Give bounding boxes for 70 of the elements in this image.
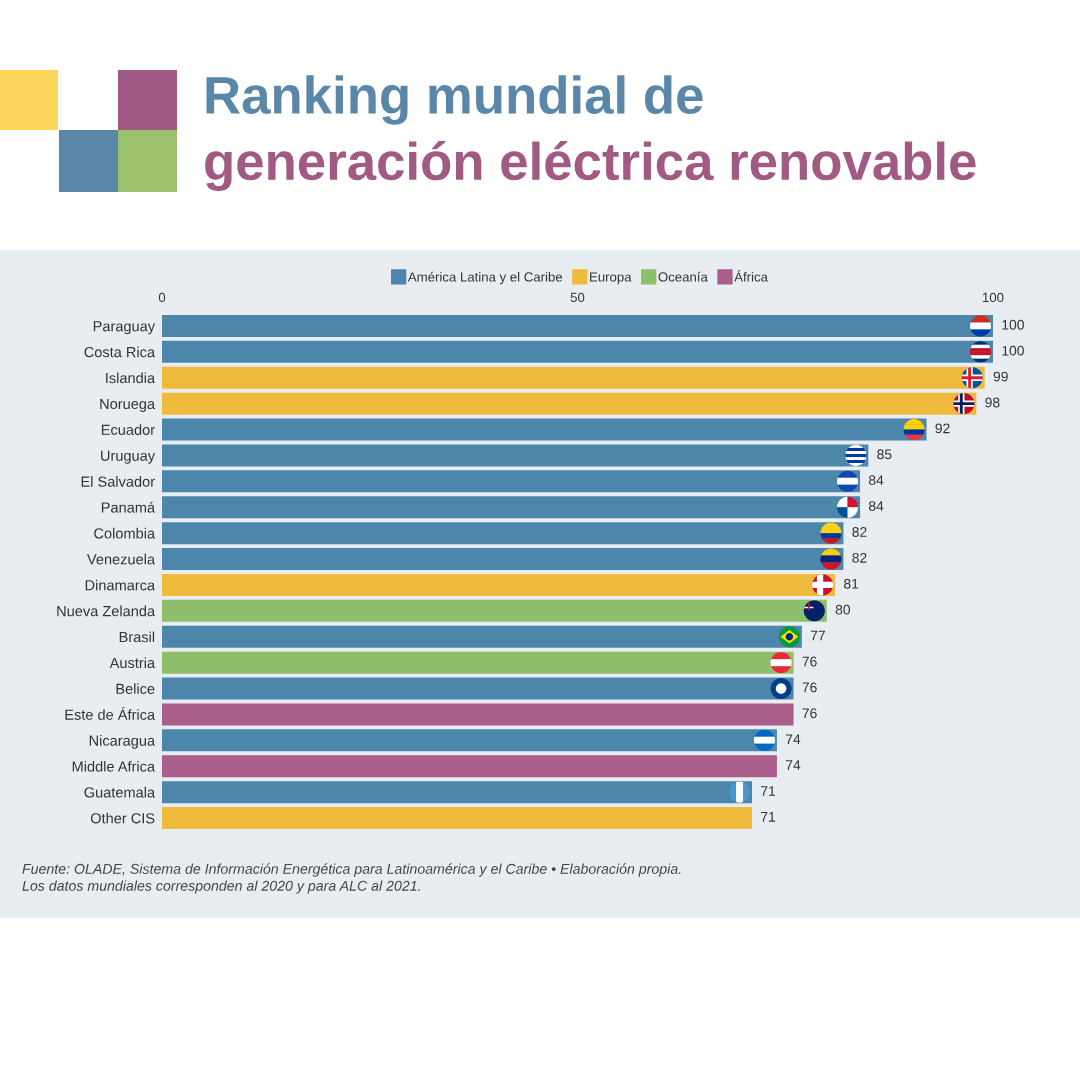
bar xyxy=(162,573,836,596)
bar xyxy=(162,703,794,726)
y-tick-label: Guatemala xyxy=(84,786,156,798)
data-label: 71 xyxy=(761,786,776,796)
y-tick-label: Venezuela xyxy=(87,553,156,565)
y-tick-label: Nicaragua xyxy=(89,735,156,749)
legend-label: África xyxy=(734,270,768,282)
data-label: 74 xyxy=(785,734,801,744)
data-label: 76 xyxy=(802,682,817,693)
y-tick-label: Austria xyxy=(109,657,156,669)
data-label: 76 xyxy=(802,656,817,667)
bar xyxy=(162,599,827,622)
y-tick-label: Brasil xyxy=(119,631,155,643)
data-label: 85 xyxy=(877,449,892,460)
data-label: 84 xyxy=(868,501,884,511)
y-tick-label: Other CIS xyxy=(90,812,155,824)
bar xyxy=(162,496,861,519)
source-note: Fuente: OLADE, Sistema de Información Energética para Latinoamérica y el Caribe • Elaboración propia. xyxy=(22,863,681,877)
bar xyxy=(162,755,777,778)
data-label: 100 xyxy=(1002,345,1024,356)
bar xyxy=(162,470,861,493)
bar xyxy=(162,781,753,804)
legend-label: América Latina y el Caribe xyxy=(407,271,563,285)
y-tick-label: El Salvador xyxy=(81,476,155,487)
y-tick-label: Middle Africa xyxy=(72,760,156,772)
data-label: 82 xyxy=(852,527,867,537)
bar xyxy=(162,314,993,337)
x-tick-label: 100 xyxy=(983,292,1004,303)
data-label: 99 xyxy=(993,371,1008,382)
data-label: 81 xyxy=(844,578,859,589)
bar xyxy=(162,677,794,700)
y-tick-label: Colombia xyxy=(94,527,156,539)
bar xyxy=(162,807,753,830)
bar xyxy=(162,418,927,441)
bar xyxy=(162,729,777,752)
y-tick-label: Paraguay xyxy=(93,321,156,335)
bar xyxy=(162,625,802,648)
text: Los datos mundiales corresponden al 2020 y para ALC al 2021. xyxy=(22,880,420,894)
y-tick-label: Noruega xyxy=(100,398,156,412)
data-label: 92 xyxy=(935,423,950,434)
data-label: 76 xyxy=(802,708,817,719)
chart-title: Ranking mundial de generación eléctrica renovable xyxy=(205,75,976,191)
bar xyxy=(162,392,977,415)
data-label: 74 xyxy=(785,760,801,770)
data-label: 98 xyxy=(985,397,1000,408)
y-tick-label: Islandia xyxy=(106,372,156,384)
y-tick-label: Este de África xyxy=(65,707,156,720)
bar xyxy=(162,651,794,674)
bar xyxy=(162,340,993,363)
data-label: 82 xyxy=(852,552,867,563)
x-tick-label: 0 xyxy=(158,292,166,303)
y-tick-label: Uruguay xyxy=(101,450,156,464)
x-tick-label: 50 xyxy=(570,292,585,303)
data-label: 80 xyxy=(835,604,851,615)
y-tick-label: Dinamarca xyxy=(85,579,156,591)
y-tick-label: Ecuador xyxy=(101,424,155,435)
bar xyxy=(162,444,869,467)
y-tick-label: Nueva Zelanda xyxy=(57,605,156,617)
y-tick-label: Costa Rica xyxy=(84,346,156,358)
bar xyxy=(162,548,844,571)
legend-label: Oceanía xyxy=(658,271,708,282)
data-label: 84 xyxy=(868,475,884,486)
data-label: 77 xyxy=(810,630,825,641)
bar xyxy=(162,366,985,389)
data-label: 71 xyxy=(761,812,776,822)
bar xyxy=(162,522,844,545)
legend-label: Europa xyxy=(590,272,632,285)
y-tick-label: Panamá xyxy=(101,501,156,513)
data-label: 100 xyxy=(1002,319,1024,330)
y-tick-label: Belice xyxy=(116,683,155,694)
